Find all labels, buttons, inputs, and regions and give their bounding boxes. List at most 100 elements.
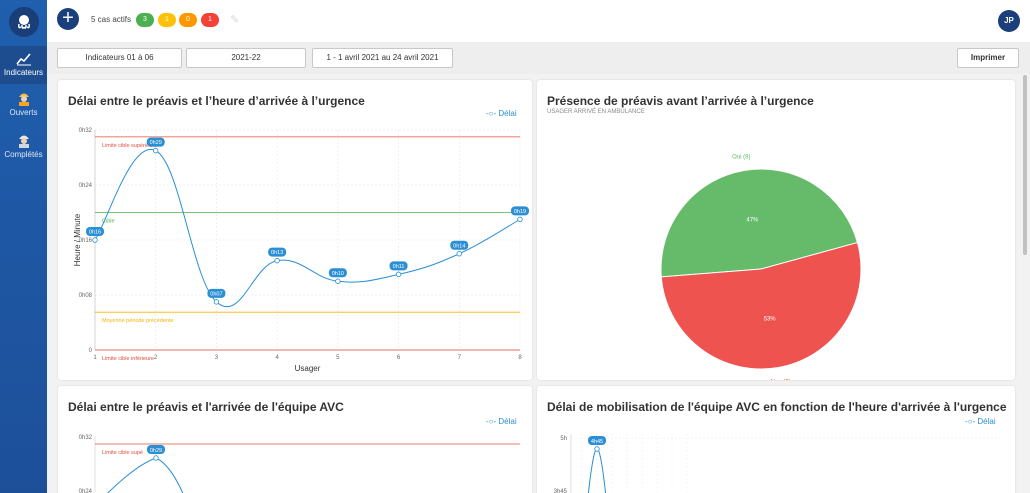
- data-label-bg: [328, 268, 347, 278]
- y-tick-label: 0h16: [79, 238, 93, 244]
- sidebar-item-label: Ouverts: [9, 108, 38, 117]
- sidebar-item-ouverts[interactable]: Ouverts: [0, 90, 47, 124]
- filter-bar: Indicateurs 01 à 06 2021-22 1 - 1 avril …: [47, 42, 1030, 74]
- card-title: Délai entre le préavis et l'arrivée de l…: [68, 400, 344, 414]
- y-tick-label: 0h32: [79, 435, 93, 441]
- data-label: 4h45: [591, 439, 603, 445]
- sidebar-item-indicateurs[interactable]: Indicateurs: [0, 46, 47, 84]
- line-chart: 5h 3h45 4h45: [554, 434, 1003, 493]
- pie-slice: [660, 241, 862, 370]
- data-label: 0h10: [332, 271, 344, 277]
- year-selector[interactable]: 2021-22: [186, 48, 306, 68]
- data-label-bg: [389, 261, 408, 271]
- data-point: [213, 299, 220, 305]
- worker-done-icon: [18, 135, 29, 148]
- chart-legend[interactable]: -○- Délai: [486, 417, 517, 426]
- sidebar-item-label: Complétés: [4, 150, 43, 159]
- reference-line-label: Moyenne période précédente: [102, 318, 174, 324]
- sidebar: Indicateurs Ouverts Complétés: [0, 0, 47, 493]
- y-tick-label: 0h24: [79, 489, 93, 493]
- data-point: [335, 278, 341, 284]
- pie-category-label: Non (9): [771, 379, 791, 380]
- x-tick-label: 3: [215, 355, 219, 361]
- series-line-delai: [94, 148, 521, 308]
- octopus-logo-icon[interactable]: [9, 7, 39, 37]
- x-tick-label: 6: [397, 355, 401, 361]
- x-tick-label: 2: [154, 355, 158, 361]
- chart-legend[interactable]: -○- Délai: [965, 417, 996, 426]
- card-title: Délai de mobilisation de l'équipe AVC en…: [547, 400, 1007, 414]
- legend-label: Délai: [498, 417, 517, 426]
- add-case-button[interactable]: +: [57, 8, 79, 30]
- reference-line-label: Limite cible inférieure: [102, 356, 154, 362]
- data-label: 0h11: [393, 264, 405, 270]
- y-axis-label: Heure / Minute: [73, 213, 82, 266]
- top-bar: + 5 cas actifs 3 1 0 1 ✎ JP: [47, 0, 1030, 42]
- legend-marker-icon: -○-: [486, 417, 497, 426]
- data-label-bg: [207, 288, 226, 298]
- page-scrollbar[interactable]: [1023, 75, 1027, 255]
- status-badge-green[interactable]: 3: [136, 13, 154, 27]
- x-tick-label: 7: [458, 355, 462, 361]
- data-label: 0h14: [453, 243, 465, 249]
- x-tick-label: 1: [93, 355, 97, 361]
- y-tick-label: 0h32: [79, 128, 93, 134]
- data-point: [92, 237, 98, 243]
- vertical-gridlines: [581, 434, 688, 493]
- data-point: [153, 147, 159, 154]
- chart-card-presence-preavis: Présence de préavis avant l’arrivée à l’…: [537, 80, 1015, 380]
- card-title: Délai entre le préavis et l’heure d’arri…: [68, 94, 365, 108]
- data-label-bg: [86, 227, 104, 236]
- x-tick-label: 5: [336, 355, 340, 361]
- data-point: [456, 251, 462, 257]
- chart-legend[interactable]: -○- Délai: [486, 109, 517, 118]
- data-point: [153, 455, 159, 461]
- active-cases-label: 5 cas actifs: [91, 15, 132, 24]
- sidebar-item-label: Indicateurs: [3, 68, 44, 77]
- pie-value-label: 53%: [764, 316, 777, 322]
- indicators-selector[interactable]: Indicateurs 01 à 06: [57, 48, 182, 68]
- pie-value-label: 47%: [746, 218, 759, 224]
- status-badge-red[interactable]: 1: [201, 13, 219, 27]
- data-point: [395, 271, 402, 278]
- chart-icon: [15, 53, 31, 66]
- data-label: 0h13: [271, 250, 283, 256]
- legend-marker-icon: -○-: [486, 109, 497, 118]
- pie-chart: 47% Oui (8) 53% Non (9): [660, 155, 862, 380]
- data-label-bg: [147, 445, 165, 454]
- reference-line-label: Cible: [102, 219, 115, 225]
- legend-label: Délai: [498, 109, 517, 118]
- chart-card-delai-preavis-equipe-avc: Délai entre le préavis et l'arrivée de l…: [58, 386, 532, 493]
- status-badge-orange[interactable]: 0: [179, 13, 197, 27]
- line-chart: 1 2 3 4 5 6 7 8 0 0h08 0h16 0h24 0h32 Limite cible su…: [73, 128, 529, 373]
- chart-card-mobilisation-equipe-avc: Délai de mobilisation de l'équipe AVC en…: [537, 386, 1015, 493]
- pin-icon[interactable]: ✎: [230, 14, 240, 26]
- data-point: [594, 446, 600, 452]
- chart-card-delai-preavis-urgence: Délai entre le préavis et l’heure d’arri…: [58, 80, 532, 380]
- legend-label: Délai: [977, 417, 996, 426]
- data-label: 0h19: [514, 209, 526, 215]
- data-point: [517, 216, 523, 223]
- sidebar-item-completes[interactable]: Complétés: [0, 132, 47, 166]
- data-label: 0h07: [210, 291, 222, 297]
- y-tick-label: 0h08: [79, 293, 93, 299]
- worker-icon: [18, 93, 29, 106]
- pie-category-label: Oui (8): [732, 155, 750, 161]
- reference-line-label: Limite cible supé: [102, 450, 143, 456]
- y-tick-label: 3h45: [554, 489, 568, 493]
- avatar[interactable]: JP: [998, 10, 1020, 32]
- status-badge-yellow[interactable]: 1: [158, 13, 176, 27]
- legend-marker-icon: -○-: [965, 417, 976, 426]
- y-tick-label: 5h: [560, 436, 567, 442]
- data-label-bg: [268, 247, 287, 257]
- data-label: 0h29: [150, 140, 162, 146]
- data-label-bg: [588, 436, 606, 445]
- series-line-delai: [107, 457, 184, 493]
- data-label-bg: [511, 206, 529, 216]
- reference-line-label: Limite cible supérieure: [102, 143, 157, 149]
- card-subtitle: USAGER ARRIVÉ EN AMBULANCE: [547, 109, 645, 115]
- pie-slice: [660, 168, 859, 278]
- data-label: 0h16: [89, 230, 101, 236]
- period-selector[interactable]: 1 - 1 avril 2021 au 24 avril 2021: [312, 48, 453, 68]
- print-button[interactable]: Imprimer: [957, 48, 1019, 68]
